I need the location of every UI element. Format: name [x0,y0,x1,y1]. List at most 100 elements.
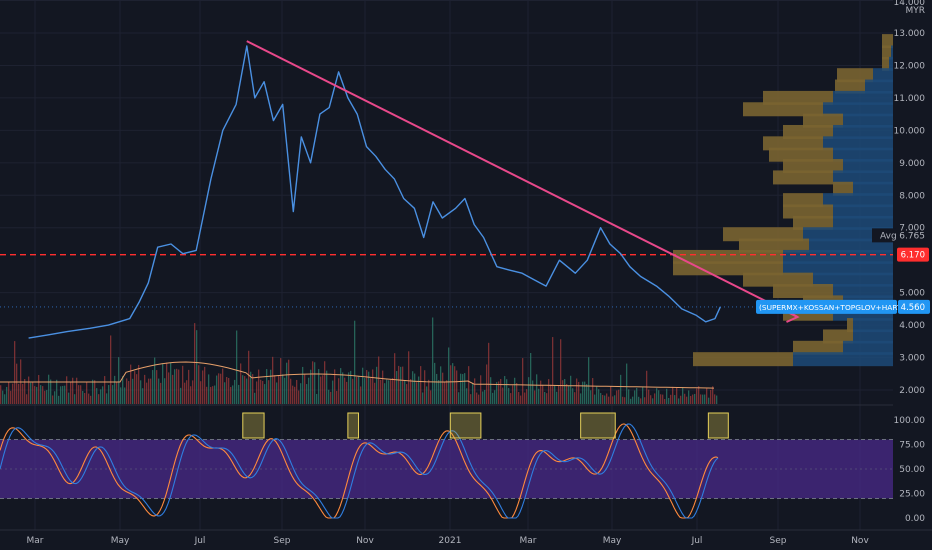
volume-bar [226,377,228,404]
volume-bar [12,383,14,404]
volume-bar [358,376,360,404]
price-point [413,207,416,210]
volume-profile-right-bar-4 [865,79,893,94]
volume-bar [536,374,538,404]
price-point [272,119,275,122]
volume-bar [686,396,688,404]
volume-bar [228,378,230,404]
overbought-highlight-box-0[interactable] [242,412,265,439]
volume-bar [470,394,472,404]
downtrend-line[interactable] [246,40,798,318]
volume-profile-left-bar-11 [783,159,843,174]
volume-bar [636,387,638,404]
volume-bar [284,377,286,404]
volume-bar [530,352,532,404]
volume-bar [82,390,84,404]
volume-bar [4,394,6,404]
volume-bar [116,382,118,404]
volume-bar [252,374,254,404]
overbought-highlight-box-3[interactable] [580,412,616,439]
volume-bar [404,380,406,404]
volume-bar [660,394,662,404]
volume-bar [120,387,122,404]
volume-bar [124,387,126,404]
volume-bar [390,379,392,404]
volume-bar [528,377,530,404]
volume-bar [398,365,400,404]
volume-bar [656,388,658,404]
volume-bar [510,393,512,404]
volume-bar [288,359,290,404]
volume-bar [574,392,576,404]
volume-profile-left-bar-21 [743,272,813,287]
volume-bar [218,373,220,404]
volume-bar [306,384,308,404]
volume-bar [236,330,238,404]
volume-bar [176,368,178,404]
volume-bar [272,356,274,404]
volume-bar [576,378,578,404]
volume-bar [692,394,694,404]
volume-profile-right-bar-9 [823,136,893,151]
volume-bar [168,372,170,404]
overbought-highlight-box-1[interactable] [347,412,360,439]
volume-bar [192,380,194,404]
volume-bar [336,390,338,404]
volume-bar [514,377,516,404]
volume-profile-left-bar-14 [783,193,823,208]
volume-bar [88,393,90,404]
volume-profile-left-bar-19 [673,249,783,264]
overbought-highlight-box-4[interactable] [707,412,729,439]
volume-bar [412,371,414,404]
volume-bar [308,377,310,404]
volume-bar [476,392,478,404]
volume-bar [80,385,82,404]
volume-profile-right-bar-19 [783,249,893,264]
volume-bar [706,388,708,404]
volume-profile-left-bar-17 [723,227,803,242]
volume-bar [602,394,604,404]
volume-profile-left-bar-12 [773,170,833,185]
volume-bar [282,374,284,404]
osc-y-tick-label: 75.00 [899,441,925,451]
volume-bar [8,381,10,404]
volume-bar [430,390,432,404]
volume-bar [620,374,622,404]
volume-bar [410,379,412,404]
volume-bar [698,386,700,404]
volume-bar [70,381,72,404]
volume-bar [104,376,106,404]
price-point [639,275,642,278]
volume-bar [584,381,586,404]
price-point [695,314,698,317]
volume-bar [84,392,86,404]
volume-bar [716,395,718,404]
volume-profile-right-bar-17 [803,227,893,242]
overbought-highlight-box-2[interactable] [449,412,482,439]
price-point [619,252,622,255]
volume-bar [416,382,418,404]
volume-bar [140,380,142,404]
volume-bar [122,376,124,404]
volume-bar [580,393,582,404]
volume-bar [482,391,484,404]
price-point [431,200,434,203]
volume-profile-left-bar-18 [739,238,809,253]
volume-bar [208,374,210,404]
volume-bar [542,384,544,404]
price-point [608,242,611,245]
price-series-line[interactable] [28,45,721,339]
price-point [235,103,238,106]
price-point [680,307,683,310]
price-point [181,252,184,255]
volume-bar [90,395,92,404]
volume-profile-right-bar-12 [833,170,893,185]
volume-bar [374,382,376,404]
volume-bar [260,379,262,404]
osc-y-tick-label: 100.00 [894,416,926,426]
price-point [628,265,631,268]
volume-bar [368,371,370,404]
volume-bar [608,396,610,404]
volume-bar [704,394,706,404]
